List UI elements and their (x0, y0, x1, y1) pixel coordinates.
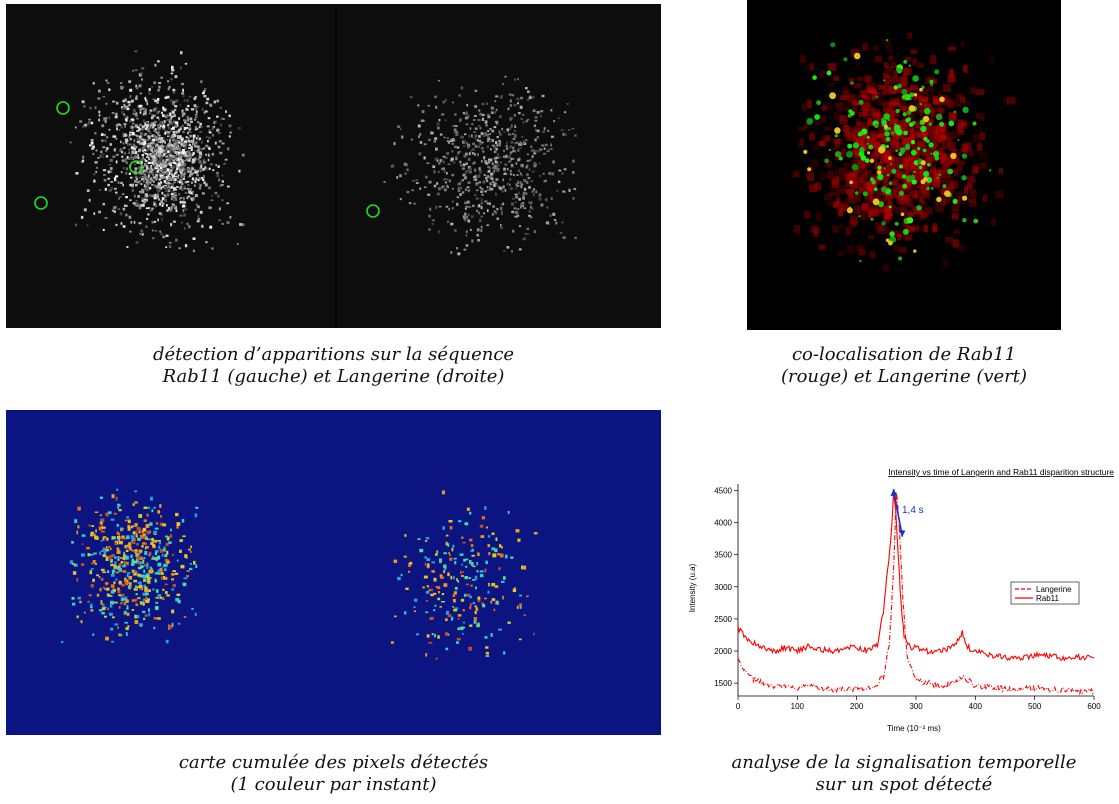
y-tick-label: 3500 (714, 551, 732, 560)
detection-caption-line2: Rab11 (gauche) et Langerine (droite) (162, 366, 505, 387)
x-tick-label: 400 (969, 702, 983, 711)
colocalisation-caption: co-localisation de Rab11 (rouge) et Lang… (697, 344, 1111, 388)
series-line-langerine (737, 492, 1095, 696)
chart-series (737, 488, 1095, 696)
y-tick-label: 4000 (714, 519, 732, 528)
detection-svg (6, 4, 661, 328)
x-tick-label: 0 (736, 702, 741, 711)
colocalisation-caption-line2: (rouge) et Langerine (vert) (780, 366, 1028, 387)
x-tick-label: 600 (1087, 702, 1101, 711)
y-tick-label: 2500 (714, 615, 732, 624)
cumulative-map-caption-line2: (1 couleur par instant) (230, 774, 437, 795)
chart-title: Intensity vs time of Langerin and Rab11 … (888, 467, 1114, 477)
chart-axes: 1500 2000 2500 3000 3500 4000 4500 0 100 200 300 40… (714, 484, 1101, 711)
temporal-analysis-caption: analyse de la signalisation temporelle s… (697, 752, 1111, 796)
temporal-analysis-caption-line2: sur un spot détecté (815, 774, 993, 795)
series-line-rab11 (737, 492, 1095, 662)
y-tick-label: 2000 (714, 647, 732, 656)
x-tick-label: 200 (850, 702, 864, 711)
intensity-chart-svg: 1500 2000 2500 3000 3500 4000 4500 0 100 200 300 40… (688, 467, 1114, 733)
x-tick-label: 300 (909, 702, 923, 711)
decay-arrow-icon (892, 488, 904, 537)
x-tick-label: 100 (791, 702, 805, 711)
detection-image (6, 4, 661, 328)
y-tick-label: 4500 (714, 486, 732, 495)
cumulative-map-caption-line1: carte cumulée des pixels détectés (178, 752, 489, 773)
temporal-analysis-caption-line1: analyse de la signalisation temporelle (731, 752, 1077, 773)
detection-ring-icon (56, 101, 70, 115)
y-tick-label: 3000 (714, 583, 732, 592)
detection-ring-icon (129, 160, 143, 174)
chart-legend: Langerine Rab11 (1010, 581, 1080, 605)
chart-ylabel: Intensity (u.a) (688, 563, 697, 612)
x-tick-label: 500 (1028, 702, 1042, 711)
chart-xlabel: Time (10⁻² ms) (887, 724, 941, 733)
cumulative-map-caption: carte cumulée des pixels détectés (1 cou… (6, 752, 661, 796)
detection-caption: détection d’apparitions sur la séquence … (6, 344, 661, 388)
chart-annotation: 1,4 s (902, 505, 924, 516)
y-tick-label: 1500 (714, 679, 732, 688)
colocalisation-image (747, 0, 1061, 330)
legend-entry-rab11: Rab11 (1036, 594, 1060, 603)
colocalisation-caption-line1: co-localisation de Rab11 (791, 344, 1017, 365)
legend-entry-langerine: Langerine (1036, 585, 1072, 594)
cumulative-map-svg (6, 410, 661, 735)
cumulative-map-image (6, 410, 661, 735)
intensity-chart: 1500 2000 2500 3000 3500 4000 4500 0 100 200 300 40… (684, 466, 1116, 734)
detection-ring-icon (34, 196, 48, 210)
detection-ring-icon (366, 204, 380, 218)
detection-caption-line1: détection d’apparitions sur la séquence (152, 344, 515, 365)
colocalisation-svg (747, 0, 1061, 330)
